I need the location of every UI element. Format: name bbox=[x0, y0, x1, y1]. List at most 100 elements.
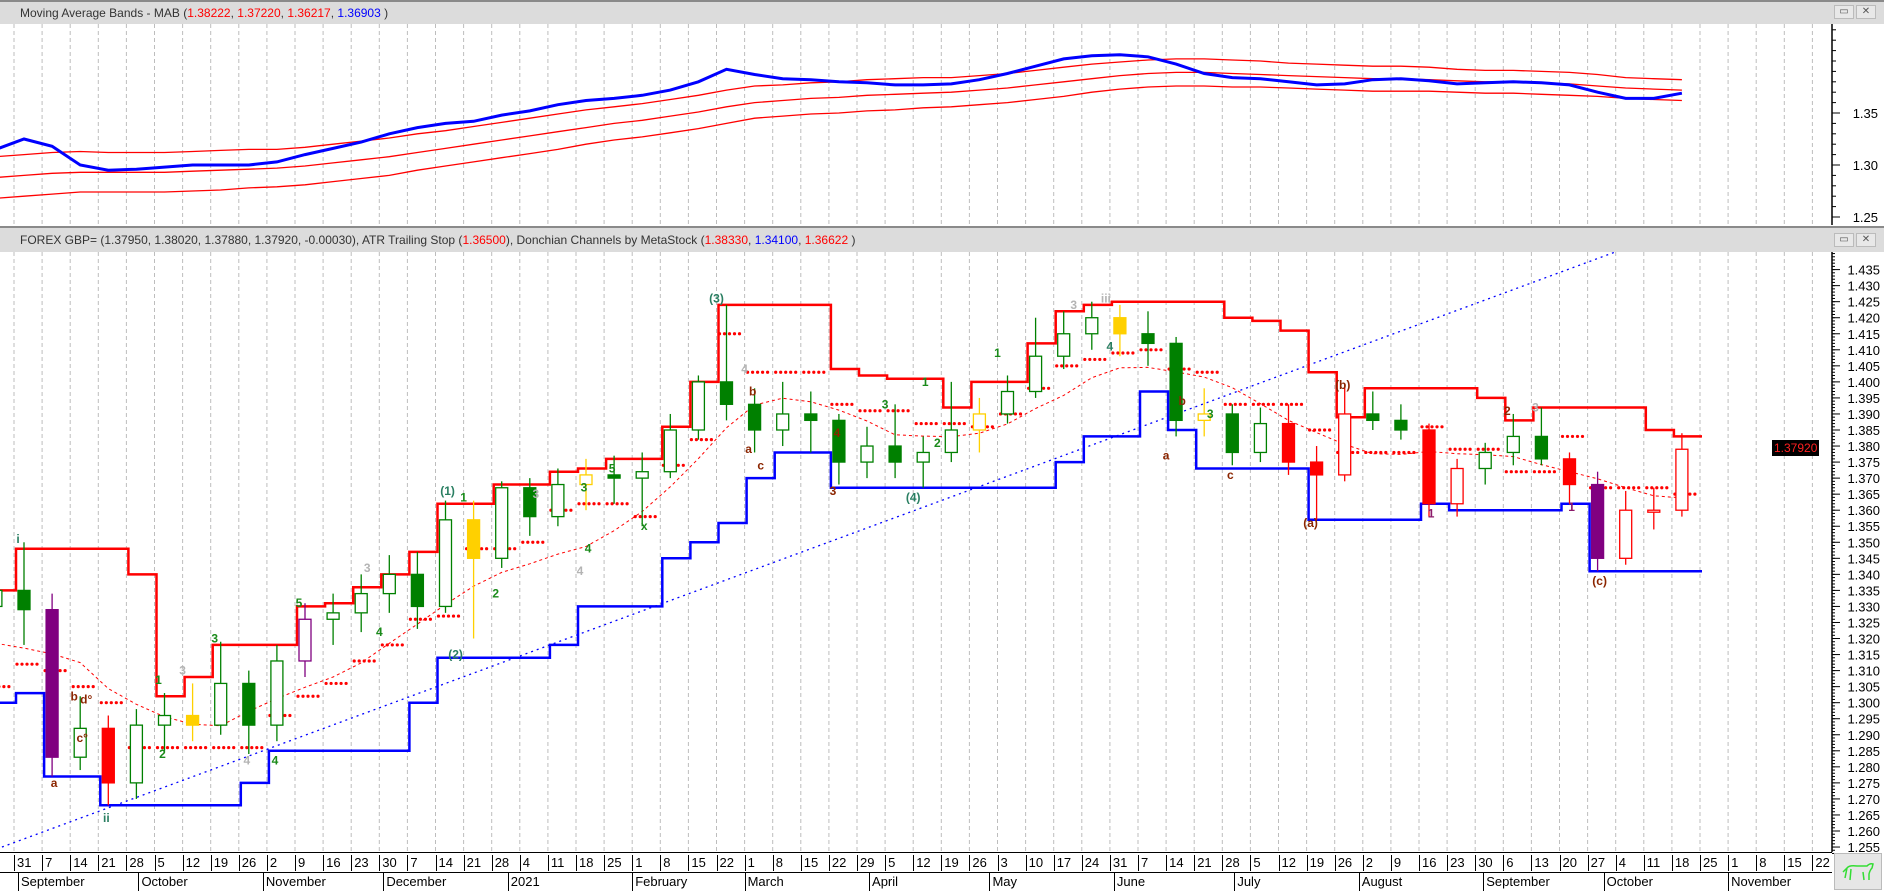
day-label: 16 bbox=[323, 855, 341, 871]
price-tick-label: 1.415 bbox=[1847, 327, 1880, 342]
atr-stop-dot bbox=[807, 370, 811, 374]
atr-stop-dot bbox=[428, 617, 432, 621]
restore-button[interactable]: ▭ bbox=[1834, 5, 1854, 19]
candle bbox=[73, 696, 87, 771]
close-button[interactable]: ✕ bbox=[1856, 233, 1876, 247]
candle-body bbox=[1028, 355, 1043, 393]
price-tick-label: 1.390 bbox=[1847, 407, 1880, 422]
donchian-upper-value: 1.38330 bbox=[704, 233, 749, 247]
atr-stop-dot bbox=[109, 701, 113, 705]
wave-label: 4 bbox=[376, 625, 383, 639]
wave-label: 4 bbox=[585, 542, 592, 556]
candle bbox=[1057, 311, 1071, 370]
atr-stop-dot bbox=[1379, 450, 1383, 455]
atr-stop-dot bbox=[648, 515, 652, 519]
atr-stop-dot bbox=[756, 370, 760, 374]
price-tick-label: 1.255 bbox=[1847, 840, 1880, 855]
mab-title: Moving Average Bands - MAB bbox=[20, 6, 180, 20]
candle-body bbox=[1057, 333, 1071, 357]
atr-stop-dot bbox=[245, 745, 249, 750]
wave-label: b bbox=[749, 385, 756, 399]
atr-stop-dot bbox=[316, 694, 320, 698]
date-axis[interactable]: 31 7 14 21 28 5 12 19 26 2 9 16 23 30 7 14 21 28 4 11 18 25 1 8… bbox=[0, 852, 1832, 893]
atr-stop-dot bbox=[357, 659, 361, 663]
atr-stop-dot bbox=[873, 409, 877, 413]
atr-stop-dot bbox=[1637, 486, 1641, 490]
day-label: 19 bbox=[1306, 855, 1324, 871]
atr-stop-dot bbox=[1532, 470, 1536, 474]
atr-stop-dot bbox=[587, 502, 591, 506]
atr-stop-dot bbox=[1458, 447, 1462, 451]
price-tick-label: 1.370 bbox=[1847, 471, 1880, 486]
atr-stop-dot bbox=[1047, 386, 1051, 390]
atr-value: 1.36500 bbox=[462, 233, 506, 247]
atr-stop-dot bbox=[1210, 370, 1214, 374]
price-tick-label: 1.270 bbox=[1847, 792, 1880, 807]
price-tick-label: 1.430 bbox=[1847, 279, 1880, 294]
wave-label: b bbox=[1178, 394, 1185, 408]
month-label: June bbox=[1113, 873, 1145, 891]
atr-stop-dot bbox=[942, 421, 946, 426]
atr-stop-dot bbox=[1075, 364, 1079, 368]
atr-stop-dot bbox=[835, 402, 839, 406]
atr-stop-dot bbox=[924, 421, 928, 426]
atr-stop-dot bbox=[296, 694, 300, 698]
price-tick-label: 1.350 bbox=[1847, 535, 1880, 550]
atr-stop-dot bbox=[104, 701, 108, 705]
atr-stop-dot bbox=[605, 502, 609, 506]
atr-stop-dot bbox=[615, 502, 619, 506]
atr-stop-dot bbox=[1228, 402, 1232, 406]
candle bbox=[326, 593, 340, 645]
candle bbox=[972, 397, 987, 453]
candle-body bbox=[1394, 419, 1408, 431]
candle-body bbox=[888, 445, 902, 463]
day-label: 9 bbox=[295, 855, 305, 871]
wave-label: 4 bbox=[741, 362, 748, 376]
atr-stop-dot bbox=[222, 745, 226, 750]
month-label: December bbox=[383, 873, 446, 891]
atr-stop-dot bbox=[446, 614, 451, 618]
atr-stop-dot bbox=[160, 745, 165, 750]
atr-stop-dot bbox=[774, 370, 778, 374]
atr-stop-dot bbox=[1139, 348, 1143, 352]
atr-stop-dot bbox=[802, 370, 806, 374]
close-button[interactable]: ✕ bbox=[1856, 5, 1876, 19]
atr-stop-dot bbox=[858, 409, 862, 413]
atr-stop-dot bbox=[850, 402, 854, 406]
corner-button[interactable] bbox=[1834, 853, 1882, 890]
atr-stop-dot bbox=[1486, 447, 1490, 451]
atr-stop-dot bbox=[1121, 351, 1125, 355]
atr-stop-dot bbox=[1430, 425, 1434, 429]
top-pane-title: Moving Average Bands - MAB (1.38222, 1.3… bbox=[20, 6, 389, 20]
candle-body bbox=[1450, 467, 1464, 505]
day-label: 8 bbox=[772, 855, 783, 871]
atr-stop-dot bbox=[822, 370, 826, 374]
candle-body bbox=[1309, 461, 1324, 476]
day-label: 14 bbox=[435, 855, 453, 871]
price-tick-label: 1.395 bbox=[1847, 391, 1880, 406]
candle-body bbox=[691, 381, 706, 431]
wave-label: 2 bbox=[492, 587, 499, 601]
wave-label: 1 bbox=[994, 346, 1001, 360]
wave-label: (3) bbox=[709, 291, 724, 305]
atr-stop-dot bbox=[1159, 348, 1163, 352]
day-label: 14 bbox=[70, 855, 88, 871]
price-tick-label: 1.325 bbox=[1847, 615, 1880, 630]
candle-body bbox=[129, 724, 144, 784]
candle bbox=[0, 589, 3, 608]
candle bbox=[1281, 404, 1296, 475]
atr-stop-dot bbox=[390, 643, 394, 647]
price-tick-label: 1.405 bbox=[1847, 359, 1880, 374]
price-tick-label: 1.300 bbox=[1847, 696, 1880, 711]
restore-button[interactable]: ▭ bbox=[1834, 233, 1854, 247]
candle-body bbox=[804, 413, 818, 422]
atr-stop-dot bbox=[418, 617, 422, 621]
atr-stop-dot bbox=[1693, 492, 1697, 496]
candle-body bbox=[354, 592, 368, 614]
candle-body bbox=[1647, 509, 1661, 513]
atr-stop-dot bbox=[1627, 486, 1631, 490]
day-label: 5 bbox=[154, 855, 165, 871]
day-label: 21 bbox=[463, 855, 481, 871]
atr-stop-dot bbox=[1542, 470, 1546, 474]
atr-stop-dot bbox=[15, 662, 19, 666]
